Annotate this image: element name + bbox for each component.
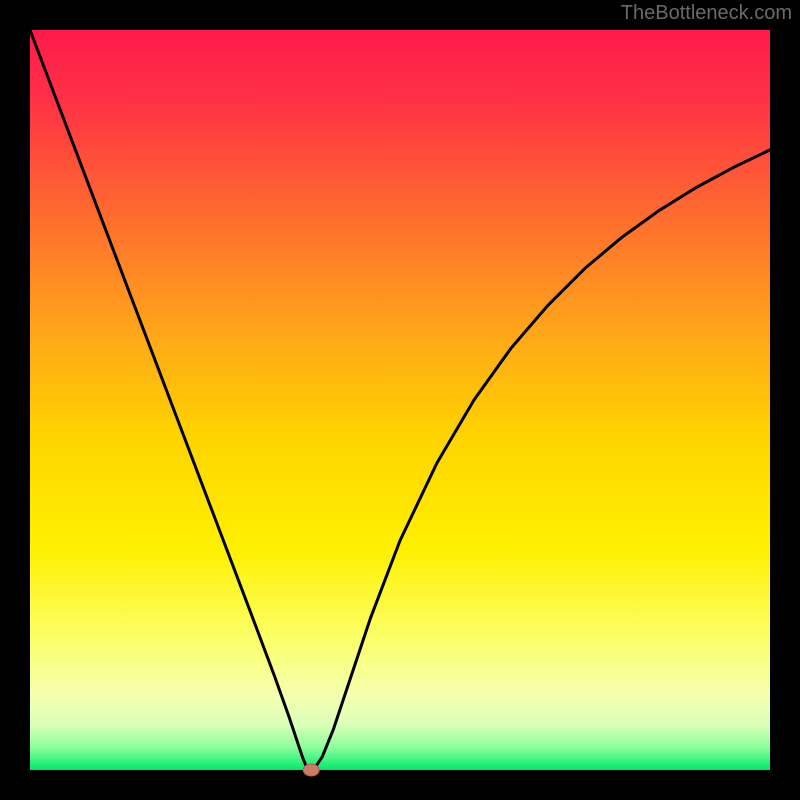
bottleneck-chart (0, 0, 800, 800)
watermark-text: TheBottleneck.com (613, 0, 800, 27)
plot-background (30, 30, 770, 770)
chart-container: TheBottleneck.com (0, 0, 800, 800)
optimal-point-marker (303, 764, 319, 776)
